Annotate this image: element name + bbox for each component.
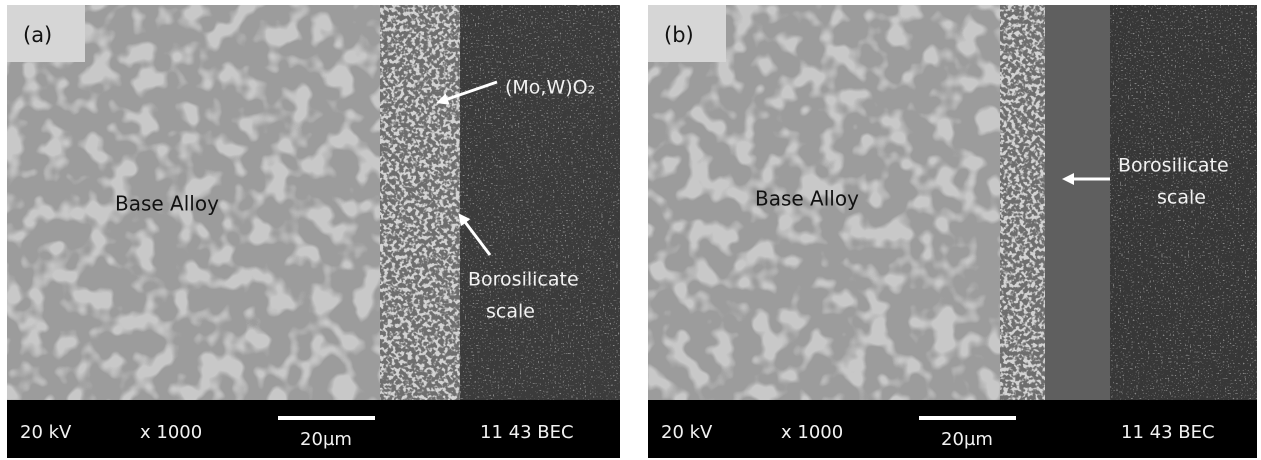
annotation: Base Alloy bbox=[755, 187, 859, 211]
annotation: Base Alloy bbox=[115, 192, 219, 216]
magnification: x 1000 bbox=[140, 422, 202, 443]
band-texture bbox=[1000, 5, 1045, 400]
scale-layer bbox=[1045, 5, 1110, 400]
annotation: scale bbox=[486, 301, 535, 323]
voltage: 20 kV bbox=[661, 422, 713, 443]
annotation: scale bbox=[1157, 187, 1206, 209]
panel-label: (a) bbox=[23, 23, 52, 47]
band-texture bbox=[380, 5, 460, 400]
voltage: 20 kV bbox=[20, 422, 72, 443]
dark-texture bbox=[460, 5, 620, 400]
scale-bar-label: 20µm bbox=[300, 429, 352, 450]
annotation: Borosilicate bbox=[1118, 155, 1229, 177]
scale-bar-label: 20µm bbox=[941, 429, 993, 450]
panel-label: (b) bbox=[664, 23, 694, 47]
magnification: x 1000 bbox=[781, 422, 843, 443]
annotation: Borosilicate bbox=[468, 269, 579, 291]
annotation: (Mo,W)O₂ bbox=[505, 77, 595, 99]
figure: (a) Base Alloy (Mo,W)O₂ Borosilicate scale 20… bbox=[0, 0, 1261, 460]
scan-info: 11 43 BEC bbox=[1121, 422, 1215, 443]
scan-info: 11 43 BEC bbox=[480, 422, 574, 443]
